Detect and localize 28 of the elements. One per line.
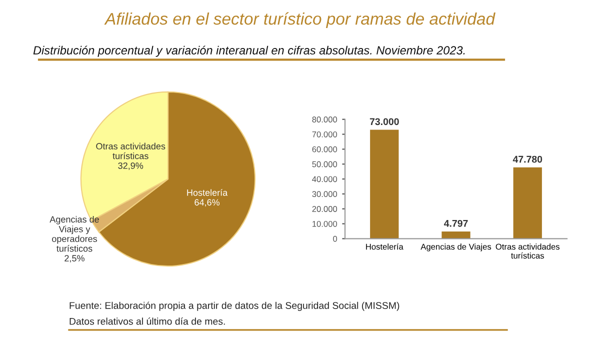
y-tick-label: 50.000 xyxy=(312,161,338,168)
slice-label: Otras actividades turísticas xyxy=(96,142,166,160)
chart-subtitle: Distribución porcentual y variación interanual en cifras absolutas. Noviembre 2023. xyxy=(33,46,465,57)
y-tick-label: 20.000 xyxy=(312,206,338,212)
text: Datos relativos al último día de mes. xyxy=(70,318,225,325)
x-tick-label: Agencias de Viajes xyxy=(420,244,492,252)
data-label: 47.780 xyxy=(512,156,542,163)
y-tick-label: 10.000 xyxy=(312,220,338,227)
y-tick-label: 30.000 xyxy=(312,191,338,198)
y-tick-label: 70.000 xyxy=(312,131,338,138)
data-label: 73.000 xyxy=(370,118,399,126)
text: Afiliados en el sector turístico por ramas de actividad xyxy=(104,12,496,28)
x-tick-label: Otras actividades turísticas xyxy=(496,244,560,259)
source-note: Fuente: Elaboración propia a partir de datos de la Seguridad Social (MISSM) xyxy=(70,302,400,311)
data-label: 64,6% xyxy=(194,199,220,207)
bar xyxy=(513,167,542,239)
data-label: 4.797 xyxy=(444,220,468,227)
y-tick-label: 60.000 xyxy=(312,146,338,152)
y-tick-label: 40.000 xyxy=(312,176,338,182)
x-tick-label: Hostelería xyxy=(366,243,404,250)
slice-label: Hostelería xyxy=(187,189,228,196)
y-tick-label: 0 xyxy=(333,236,338,242)
bar xyxy=(370,130,399,239)
y-tick-label: 80.000 xyxy=(312,116,338,122)
data-label: 32,9% xyxy=(118,162,144,170)
data-label: 2,5% xyxy=(64,255,84,263)
bar xyxy=(442,232,470,239)
slice-label: Agencias de Viajes y operadores turísticos xyxy=(50,216,99,252)
